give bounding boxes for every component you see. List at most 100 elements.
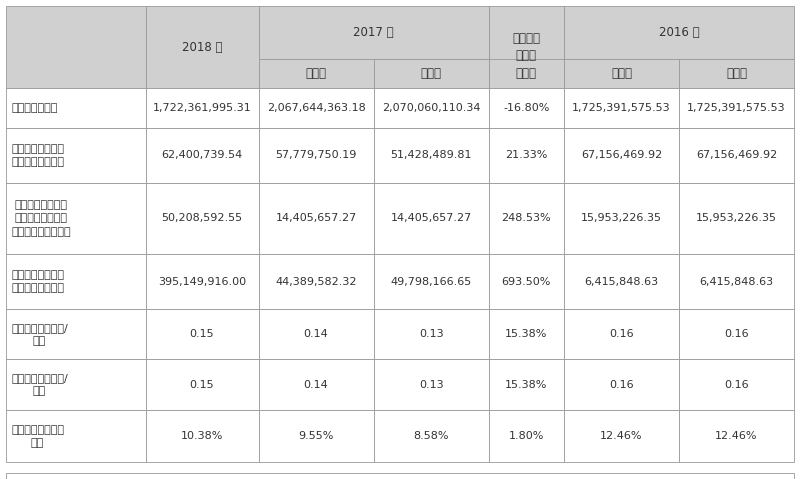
Text: 加权平均净资产收
益率: 加权平均净资产收 益率: [11, 424, 64, 448]
Text: 15,953,226.35: 15,953,226.35: [696, 214, 777, 224]
Text: 0.16: 0.16: [609, 329, 634, 339]
Text: 15,953,226.35: 15,953,226.35: [581, 214, 662, 224]
Text: 2017 年: 2017 年: [354, 26, 394, 39]
Text: 0.14: 0.14: [304, 380, 329, 389]
Bar: [489, 309, 564, 359]
Text: 51,428,489.81: 51,428,489.81: [390, 150, 472, 160]
Text: 67,156,469.92: 67,156,469.92: [696, 150, 777, 160]
Bar: [374, 182, 489, 254]
Bar: [374, 254, 489, 309]
Bar: [258, 254, 374, 309]
Bar: [564, 128, 679, 182]
Bar: [564, 88, 679, 128]
Text: 调整后: 调整后: [421, 67, 442, 80]
Bar: [6, 182, 146, 254]
Text: 2,070,060,110.34: 2,070,060,110.34: [382, 103, 480, 113]
Bar: [374, 88, 489, 128]
Text: 10.38%: 10.38%: [181, 431, 223, 441]
Bar: [258, 309, 374, 359]
Text: 本年比上
年增减: 本年比上 年增减: [512, 32, 540, 62]
Bar: [564, 309, 679, 359]
Text: 调整后: 调整后: [726, 67, 747, 80]
Text: 50,208,592.55: 50,208,592.55: [162, 214, 242, 224]
Bar: [6, 6, 146, 88]
Text: 0.16: 0.16: [724, 329, 749, 339]
Bar: [489, 128, 564, 182]
Text: 1.80%: 1.80%: [509, 431, 544, 441]
Text: 归属于上市公司股
东的净利润（元）: 归属于上市公司股 东的净利润（元）: [11, 144, 64, 167]
Bar: [258, 6, 489, 58]
Text: 21.33%: 21.33%: [505, 150, 547, 160]
Bar: [489, 88, 564, 128]
Bar: [679, 182, 794, 254]
Bar: [146, 88, 258, 128]
Text: 调整前: 调整前: [306, 67, 326, 80]
Bar: [146, 254, 258, 309]
Bar: [564, 254, 679, 309]
Bar: [6, 309, 146, 359]
Text: 15.38%: 15.38%: [505, 329, 547, 339]
Bar: [679, 128, 794, 182]
Bar: [258, 88, 374, 128]
Text: 2018 年: 2018 年: [182, 41, 222, 54]
Text: 57,779,750.19: 57,779,750.19: [275, 150, 357, 160]
Bar: [374, 128, 489, 182]
Bar: [146, 182, 258, 254]
Bar: [374, 309, 489, 359]
Text: 稀释每股收益（元/
股）: 稀释每股收益（元/ 股）: [11, 373, 68, 396]
Bar: [679, 88, 794, 128]
Text: 44,389,582.32: 44,389,582.32: [275, 276, 357, 286]
Bar: [6, 88, 146, 128]
Text: 67,156,469.92: 67,156,469.92: [581, 150, 662, 160]
Bar: [564, 58, 679, 88]
Bar: [146, 410, 258, 463]
Text: 2016 年: 2016 年: [658, 26, 699, 39]
Bar: [679, 410, 794, 463]
Text: 营业收入（元）: 营业收入（元）: [11, 103, 58, 113]
Text: 1,725,391,575.53: 1,725,391,575.53: [687, 103, 786, 113]
Bar: [679, 309, 794, 359]
Bar: [374, 410, 489, 463]
Text: 9.55%: 9.55%: [298, 431, 334, 441]
Bar: [374, 58, 489, 88]
Text: 1,722,361,995.31: 1,722,361,995.31: [153, 103, 251, 113]
Bar: [6, 359, 146, 410]
Bar: [564, 410, 679, 463]
Bar: [258, 58, 374, 88]
Bar: [6, 410, 146, 463]
Bar: [6, 128, 146, 182]
Text: 0.13: 0.13: [418, 380, 443, 389]
Text: 14,405,657.27: 14,405,657.27: [390, 214, 472, 224]
Bar: [679, 58, 794, 88]
Bar: [374, 359, 489, 410]
Text: 0.15: 0.15: [190, 380, 214, 389]
Text: 12.46%: 12.46%: [715, 431, 758, 441]
Bar: [564, 359, 679, 410]
Bar: [258, 359, 374, 410]
Text: 0.16: 0.16: [724, 380, 749, 389]
Bar: [6, 254, 146, 309]
Text: 2,067,644,363.18: 2,067,644,363.18: [266, 103, 366, 113]
Bar: [6, 473, 794, 479]
Text: 0.13: 0.13: [418, 329, 443, 339]
Bar: [146, 128, 258, 182]
Text: 调整前: 调整前: [611, 67, 632, 80]
Text: 12.46%: 12.46%: [600, 431, 642, 441]
Bar: [489, 6, 564, 88]
Text: 248.53%: 248.53%: [502, 214, 551, 224]
Text: 14,405,657.27: 14,405,657.27: [275, 214, 357, 224]
Bar: [146, 309, 258, 359]
Bar: [679, 359, 794, 410]
Bar: [489, 254, 564, 309]
Text: 49,798,166.65: 49,798,166.65: [390, 276, 472, 286]
Bar: [489, 58, 564, 88]
Text: 15.38%: 15.38%: [505, 380, 547, 389]
Bar: [146, 6, 258, 88]
Text: 0.15: 0.15: [190, 329, 214, 339]
Bar: [146, 359, 258, 410]
Bar: [679, 254, 794, 309]
Bar: [258, 410, 374, 463]
Text: 6,415,848.63: 6,415,848.63: [585, 276, 658, 286]
Bar: [489, 410, 564, 463]
Bar: [258, 128, 374, 182]
